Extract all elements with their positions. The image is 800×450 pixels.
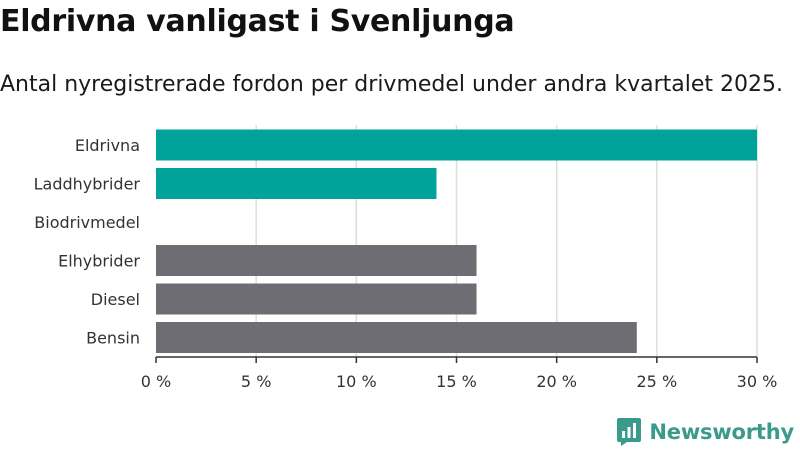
category-label: Elhybrider [58,252,140,271]
x-tick-label: 0 % [141,372,171,391]
bar [156,168,437,199]
x-tick-label: 10 % [336,372,377,391]
bar [156,283,477,315]
brand-name: Newsworthy [649,420,794,444]
category-label: Eldrivna [75,136,140,155]
chart-title: Eldrivna vanligast i Svenljunga [0,4,515,39]
category-label: Bensin [86,329,140,348]
x-tick-label: 5 % [241,372,271,391]
bar [156,245,477,276]
x-tick-label: 15 % [436,372,477,391]
category-label: Laddhybrider [34,175,141,194]
x-tick-label: 20 % [536,372,577,391]
bars [156,129,757,353]
category-label: Biodrivmedel [34,213,140,232]
x-tick-label: 30 % [737,372,778,391]
category-label: Diesel [91,290,140,309]
bar [156,322,637,353]
category-labels: Eldrivna Laddhybrider Biodrivmedel Elhybrid… [34,136,141,348]
brand-logo: Newsworthy [617,418,794,446]
newsworthy-logo-icon [617,418,642,446]
chart-subtitle: Antal nyregistrerade fordon per drivmede… [0,72,783,97]
x-axis: 0 % 5 % 10 % 15 % 20 % 25 % 30 % [141,356,778,391]
grid-lines [255,125,758,357]
bar [156,129,757,161]
x-tick-label: 25 % [637,372,678,391]
